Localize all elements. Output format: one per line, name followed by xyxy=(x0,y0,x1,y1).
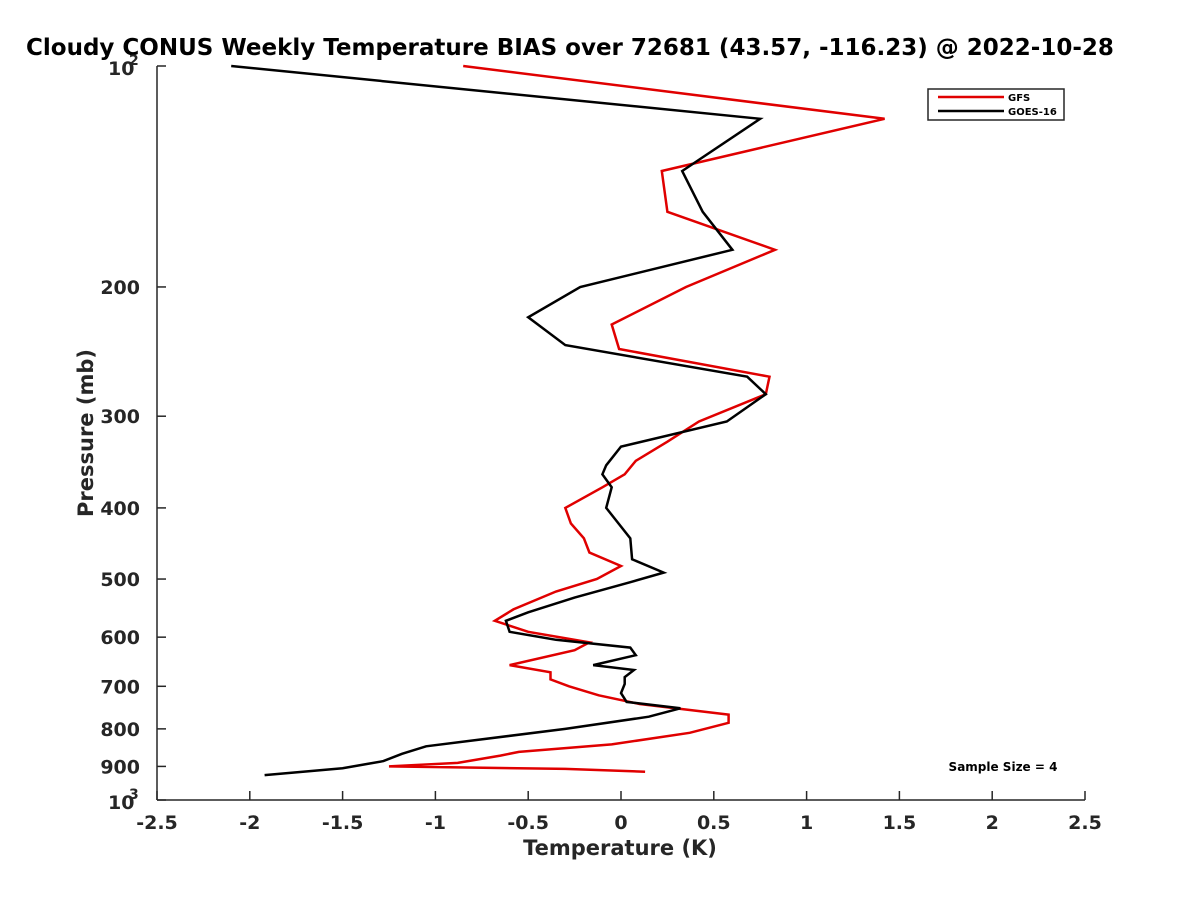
x-tick-label: 0 xyxy=(614,812,627,834)
x-tick-label: -1.5 xyxy=(322,812,364,834)
x-tick-label: -2 xyxy=(239,812,260,834)
y-axis-label: Pressure (mb) xyxy=(74,349,98,517)
sample-size-annotation: Sample Size = 4 xyxy=(949,760,1058,774)
legend-box xyxy=(927,88,1065,121)
chart-title: Cloudy CONUS Weekly Temperature BIAS ove… xyxy=(26,35,1114,61)
x-tick-label: 2 xyxy=(986,812,999,834)
x-tick-label: -0.5 xyxy=(507,812,549,834)
y-tick-label: 900 xyxy=(100,756,140,778)
legend-label-goes16: GOES-16 xyxy=(1008,107,1057,118)
x-tick-label: 1.5 xyxy=(883,812,917,834)
x-axis-label: Temperature (K) xyxy=(523,836,717,860)
x-tick-label: 1 xyxy=(800,812,813,834)
y-tick-label: 400 xyxy=(100,498,140,520)
legend: GFS GOES-16 xyxy=(927,88,1065,121)
y-tick-label: 300 xyxy=(100,406,140,428)
y-tick-label: 10 xyxy=(108,58,134,80)
y-tick-exponent: 3 xyxy=(129,787,139,803)
y-tick-label: 800 xyxy=(100,719,140,741)
x-tick-label: -1 xyxy=(425,812,446,834)
y-tick-label: 700 xyxy=(100,676,140,698)
y-tick-label: 200 xyxy=(100,277,140,299)
legend-label-gfs: GFS xyxy=(1008,93,1030,104)
x-tick-label: 2.5 xyxy=(1068,812,1102,834)
x-tick-label: 0.5 xyxy=(697,812,731,834)
series-line-gfs xyxy=(388,64,885,773)
series-line-goes16 xyxy=(231,64,768,777)
y-tick-label: 10 xyxy=(108,792,134,814)
x-tick-label: -2.5 xyxy=(136,812,178,834)
plot-lines xyxy=(231,64,885,777)
x-axis-ticks: -2.5 -2 -1.5 -1 -0.5 0 0.5 1 1.5 2 2.5 xyxy=(136,791,1102,834)
y-tick-exponent: 2 xyxy=(129,53,139,69)
y-tick-label: 600 xyxy=(100,627,140,649)
y-tick-label: 500 xyxy=(100,569,140,591)
